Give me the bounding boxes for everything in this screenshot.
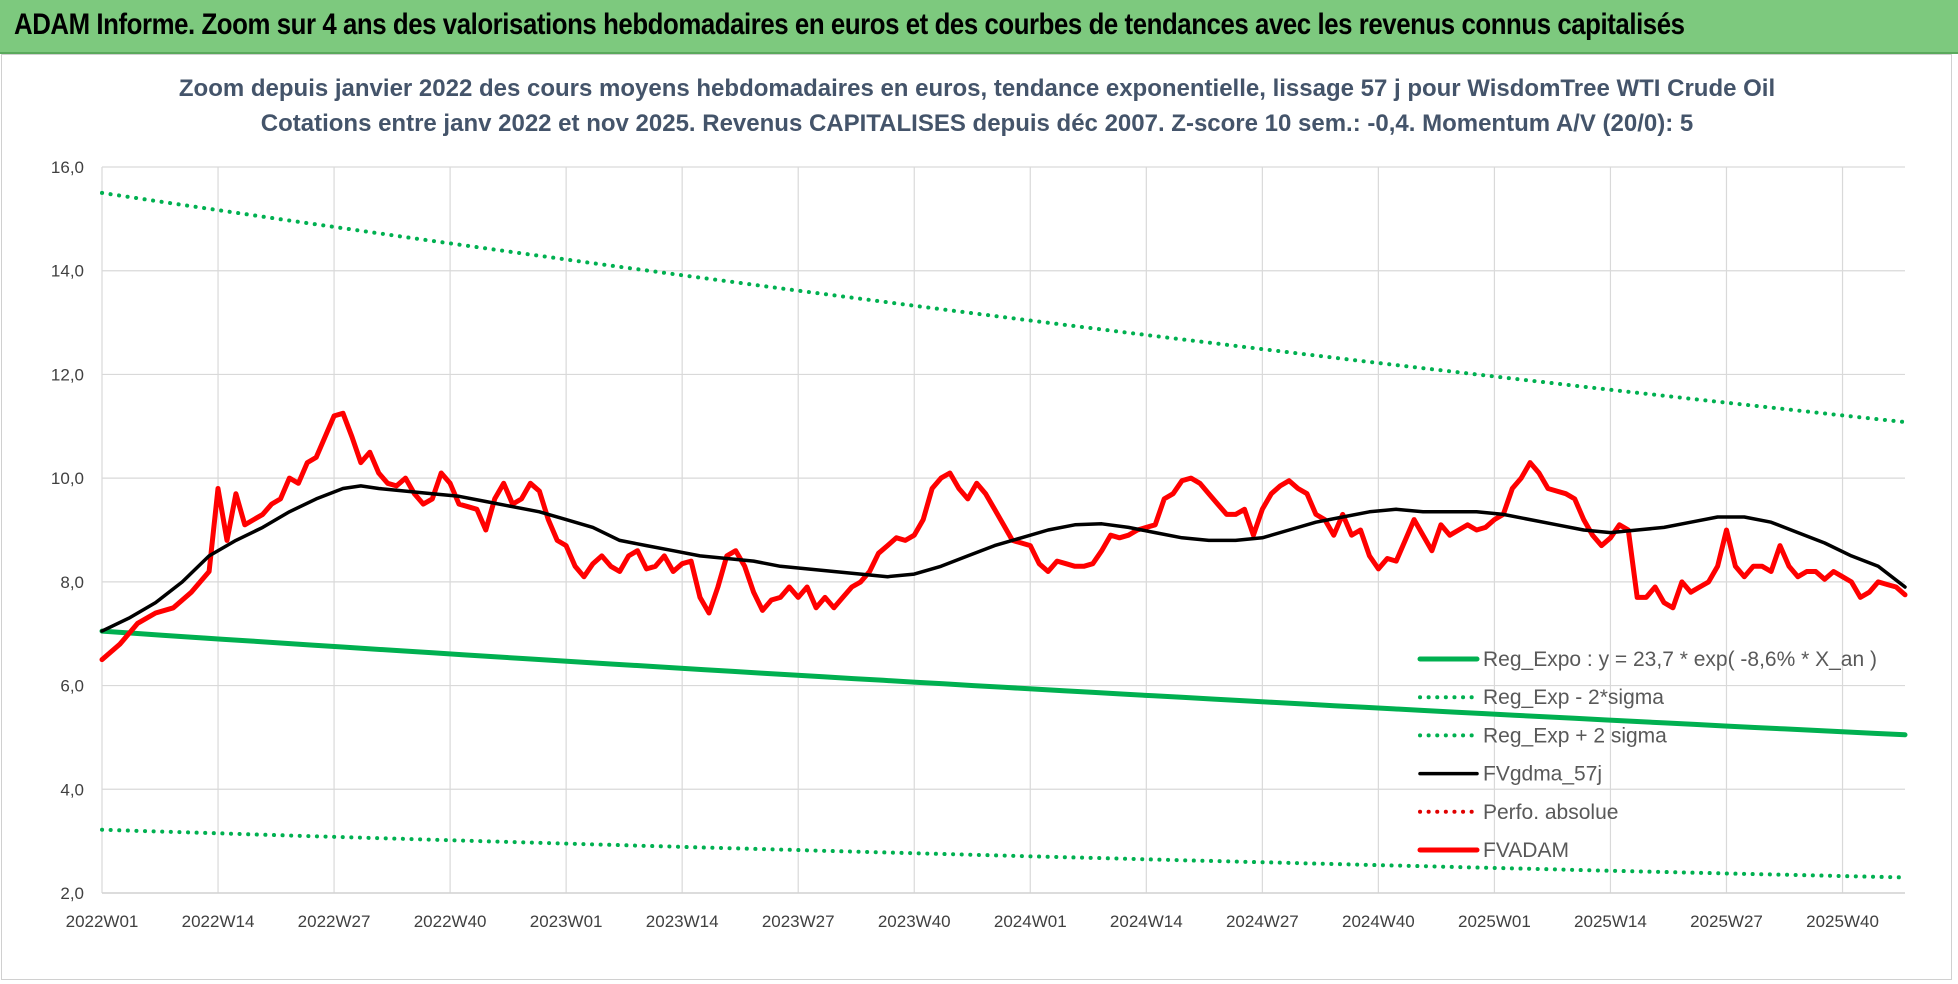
legend-label: FVADAM [1483, 839, 1569, 862]
legend: Reg_Expo : y = 23,7 * exp( -8,6% * X_an … [1417, 648, 1877, 862]
x-tick-label: 2025W14 [1574, 912, 1647, 931]
x-tick-label: 2024W01 [994, 912, 1067, 931]
x-axis-ticks: 2022W01 2022W14 2022W27 2022W40 2023W01 2023W… [66, 912, 1879, 931]
y-tick-label: 14,0 [51, 262, 84, 281]
series-line-fvgdma_57j [100, 484, 1907, 633]
x-tick-label: 2023W14 [646, 912, 719, 931]
legend-label: FVgdma_57j [1483, 763, 1602, 786]
line-chart: Zoom depuis janvier 2022 des cours moyen… [51, 75, 1908, 931]
legend-label: Reg_Expo : y = 23,7 * exp( -8,6% * X_an … [1483, 648, 1877, 671]
x-tick-label: 2023W27 [762, 912, 835, 931]
y-tick-label: 6,0 [60, 677, 84, 696]
y-tick-label: 4,0 [60, 780, 84, 799]
series-line-reg_expo [99, 628, 1908, 738]
y-axis-ticks: 2,0 4,0 6,0 8,0 10,0 12,0 14,0 16,0 [51, 158, 84, 903]
x-tick-label: 2025W40 [1806, 912, 1879, 931]
series-line-reg_exp [100, 827, 1907, 880]
report-banner: ADAM Informe. Zoom sur 4 ans des valoris… [0, 0, 1958, 54]
report-title: ADAM Informe. Zoom sur 4 ans des valoris… [14, 8, 1685, 41]
y-tick-label: 2,0 [60, 884, 84, 903]
y-tick-label: 16,0 [51, 158, 84, 177]
legend-label: Reg_Exp + 2 sigma [1483, 724, 1667, 747]
y-tick-label: 12,0 [51, 365, 84, 384]
x-tick-label: 2022W40 [414, 912, 487, 931]
x-tick-label: 2023W01 [530, 912, 603, 931]
y-gridlines [102, 166, 1905, 894]
series-line-fvadam [99, 410, 1908, 663]
series-layer [99, 190, 1908, 880]
x-tick-label: 2023W40 [878, 912, 951, 931]
legend-label: Perfo. absolue [1483, 801, 1618, 824]
y-tick-label: 10,0 [51, 469, 84, 488]
x-tick-label: 2022W27 [298, 912, 371, 931]
x-tick-label: 2024W14 [1110, 912, 1183, 931]
x-tick-label: 2022W14 [182, 912, 255, 931]
chart-frame: Zoom depuis janvier 2022 des cours moyen… [1, 54, 1952, 980]
x-tick-label: 2025W27 [1690, 912, 1763, 931]
x-tick-label: 2022W01 [66, 912, 139, 931]
x-tick-label: 2024W27 [1226, 912, 1299, 931]
series-line-reg_exp [100, 190, 1907, 425]
x-tick-label: 2024W40 [1342, 912, 1415, 931]
y-tick-label: 8,0 [60, 573, 84, 592]
chart-title: Zoom depuis janvier 2022 des cours moyen… [179, 75, 1775, 102]
legend-label: Reg_Exp - 2*sigma [1483, 686, 1664, 709]
x-tick-label: 2025W01 [1458, 912, 1531, 931]
chart-subtitle: Cotations entre janv 2022 et nov 2025. R… [261, 110, 1693, 137]
